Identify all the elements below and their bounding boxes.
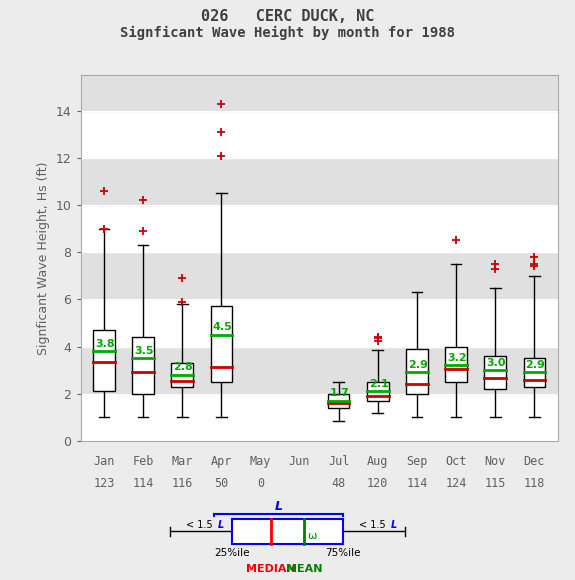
Text: L: L — [217, 520, 224, 530]
Text: 3.2: 3.2 — [447, 353, 467, 363]
Bar — [81, 394, 558, 441]
Bar — [81, 346, 558, 394]
Text: 2.1: 2.1 — [369, 379, 389, 389]
Text: May: May — [250, 455, 271, 468]
Bar — [523, 358, 545, 387]
Text: Jul: Jul — [328, 455, 350, 468]
Bar — [367, 382, 389, 401]
Bar — [81, 205, 558, 252]
Text: Jan: Jan — [93, 455, 114, 468]
Text: 026   CERC DUCK, NC: 026 CERC DUCK, NC — [201, 9, 374, 24]
Bar — [81, 111, 558, 158]
Text: 50: 50 — [214, 477, 228, 490]
Text: 115: 115 — [485, 477, 506, 490]
Text: 114: 114 — [132, 477, 154, 490]
Text: < 1.5: < 1.5 — [359, 520, 389, 530]
Text: 4.5: 4.5 — [213, 322, 232, 332]
Text: MEAN: MEAN — [286, 564, 323, 574]
Text: 3.0: 3.0 — [486, 358, 506, 368]
Text: 3.5: 3.5 — [135, 346, 154, 356]
Text: Apr: Apr — [210, 455, 232, 468]
Text: L: L — [390, 520, 397, 530]
Text: 124: 124 — [446, 477, 467, 490]
Text: Mar: Mar — [171, 455, 193, 468]
Text: 2.9: 2.9 — [408, 360, 428, 370]
Text: Aug: Aug — [367, 455, 389, 468]
Text: 2.8: 2.8 — [174, 362, 193, 372]
Text: 48: 48 — [332, 477, 346, 490]
Text: 116: 116 — [171, 477, 193, 490]
Bar — [132, 337, 154, 394]
Bar — [81, 158, 558, 205]
Text: Feb: Feb — [132, 455, 154, 468]
Text: 3.8: 3.8 — [95, 339, 115, 349]
Bar — [484, 356, 506, 389]
Bar — [81, 64, 558, 111]
Bar — [445, 346, 467, 382]
Text: 118: 118 — [524, 477, 545, 490]
Text: Dec: Dec — [524, 455, 545, 468]
Text: 120: 120 — [367, 477, 389, 490]
Text: Signficant Wave Height by month for 1988: Signficant Wave Height by month for 1988 — [120, 26, 455, 40]
Text: 1.7: 1.7 — [330, 389, 350, 398]
Bar — [81, 299, 558, 346]
Text: 25%ile: 25%ile — [214, 548, 250, 557]
Bar — [232, 519, 343, 543]
Text: 2.9: 2.9 — [526, 360, 545, 370]
Bar — [406, 349, 428, 394]
Text: 0: 0 — [257, 477, 264, 490]
Y-axis label: Signficant Wave Height, Hs (ft): Signficant Wave Height, Hs (ft) — [37, 161, 50, 355]
Text: Jun: Jun — [289, 455, 310, 468]
Bar — [171, 363, 193, 387]
Bar — [81, 252, 558, 299]
Text: Nov: Nov — [485, 455, 506, 468]
Text: 114: 114 — [406, 477, 428, 490]
Text: 75%ile: 75%ile — [325, 548, 361, 557]
Bar — [328, 394, 350, 408]
Text: 123: 123 — [93, 477, 114, 490]
Text: MEDIAN: MEDIAN — [246, 564, 296, 574]
Text: Oct: Oct — [446, 455, 467, 468]
Text: L: L — [274, 500, 282, 513]
Bar — [210, 306, 232, 382]
Text: ω: ω — [307, 531, 316, 541]
Text: < 1.5: < 1.5 — [186, 520, 216, 530]
Bar — [93, 330, 115, 392]
Text: Sep: Sep — [406, 455, 428, 468]
